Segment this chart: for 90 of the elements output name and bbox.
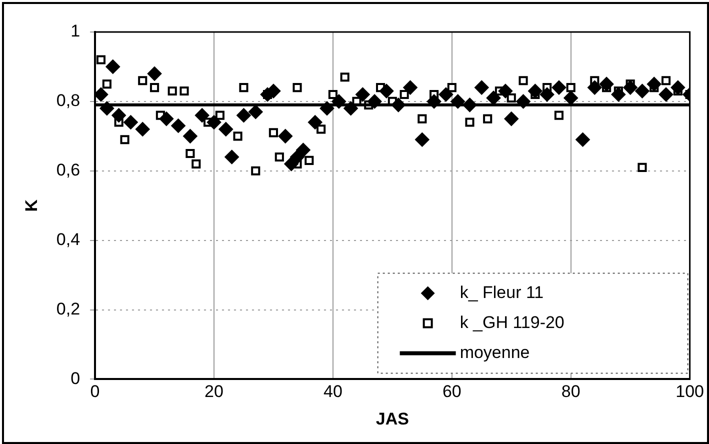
legend-label: k _GH 119-20 [460, 312, 564, 332]
point [96, 55, 106, 64]
point [379, 84, 394, 98]
point [95, 87, 108, 102]
point [206, 115, 221, 130]
point [483, 114, 492, 124]
point [136, 122, 150, 136]
point [447, 83, 456, 92]
point [474, 80, 489, 95]
point [296, 143, 310, 158]
point [248, 104, 263, 119]
y-axis-title: K [22, 198, 41, 212]
point [564, 90, 578, 105]
point [340, 72, 350, 82]
y-tick-label: 0,6 [56, 160, 80, 180]
point [638, 162, 647, 172]
point [159, 112, 174, 126]
x-tick-label: 20 [204, 382, 224, 402]
point [588, 80, 602, 95]
point [670, 80, 685, 95]
point [120, 135, 130, 144]
x-tick-label: 40 [323, 382, 342, 402]
point [284, 156, 298, 171]
point [554, 110, 564, 120]
point [148, 66, 162, 81]
point [486, 90, 501, 105]
point [518, 76, 528, 86]
point [215, 110, 224, 120]
point [224, 150, 239, 164]
point [400, 90, 409, 100]
point [183, 129, 198, 144]
x-tick-label: 0 [90, 382, 100, 402]
point [528, 84, 542, 98]
point [239, 83, 248, 92]
point [506, 93, 516, 103]
point [278, 129, 292, 144]
point [251, 166, 260, 176]
point [661, 76, 671, 86]
point [356, 87, 370, 102]
point [180, 86, 189, 96]
point [316, 124, 326, 134]
point [290, 150, 304, 164]
point [498, 84, 512, 98]
point [171, 118, 186, 133]
point [576, 132, 590, 147]
point [600, 77, 614, 92]
point [192, 159, 201, 168]
point [647, 77, 662, 92]
y-tick-label: 0,2 [56, 299, 80, 318]
point [218, 122, 233, 136]
point [623, 80, 638, 95]
point [635, 84, 650, 98]
point [611, 87, 626, 102]
x-tick-label: 60 [442, 382, 462, 402]
point [106, 60, 120, 74]
point [540, 87, 554, 102]
point [304, 156, 314, 165]
point [308, 115, 322, 130]
point [124, 115, 138, 130]
point [112, 108, 126, 122]
legend-label: k_ Fleur 11 [460, 282, 544, 302]
point [504, 112, 518, 126]
point [138, 76, 148, 86]
point [328, 90, 338, 100]
y-tick-label: 1 [70, 22, 80, 41]
point [292, 83, 302, 92]
point [274, 152, 284, 162]
point [465, 118, 474, 127]
point [403, 80, 418, 95]
x-tick-label: 100 [676, 382, 704, 402]
point [195, 108, 210, 122]
point [186, 148, 195, 158]
point [268, 128, 278, 138]
point [168, 86, 177, 96]
y-tick-label: 0,4 [56, 230, 80, 250]
x-tick-label: 80 [561, 382, 580, 402]
y-tick-label: 0,8 [56, 91, 80, 110]
point [552, 80, 566, 95]
point [150, 83, 160, 92]
point [236, 108, 251, 122]
point [415, 132, 430, 147]
point [233, 132, 242, 141]
y-tick-label: 0 [70, 368, 80, 388]
point [418, 114, 427, 124]
point [659, 87, 674, 102]
legend-label: moyenne [460, 342, 530, 362]
point [566, 83, 576, 92]
point [438, 87, 453, 102]
x-axis-title: JAS [376, 409, 409, 428]
point [102, 80, 112, 89]
